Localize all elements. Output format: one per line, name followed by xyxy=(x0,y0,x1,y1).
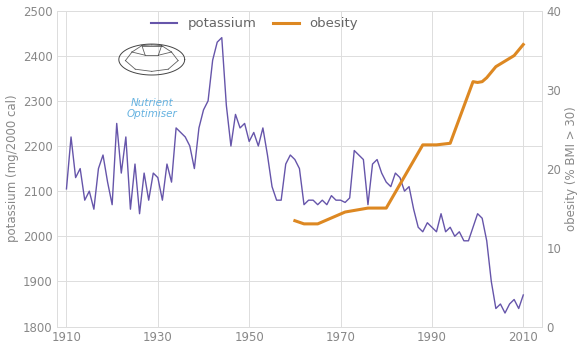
Y-axis label: potassium (mg/2000 cal): potassium (mg/2000 cal) xyxy=(6,95,19,243)
Legend: potassium, obesity: potassium, obesity xyxy=(151,17,359,30)
Text: Nutrient
Optimiser: Nutrient Optimiser xyxy=(126,98,177,119)
Y-axis label: obesity (% BMI > 30): obesity (% BMI > 30) xyxy=(565,106,578,231)
